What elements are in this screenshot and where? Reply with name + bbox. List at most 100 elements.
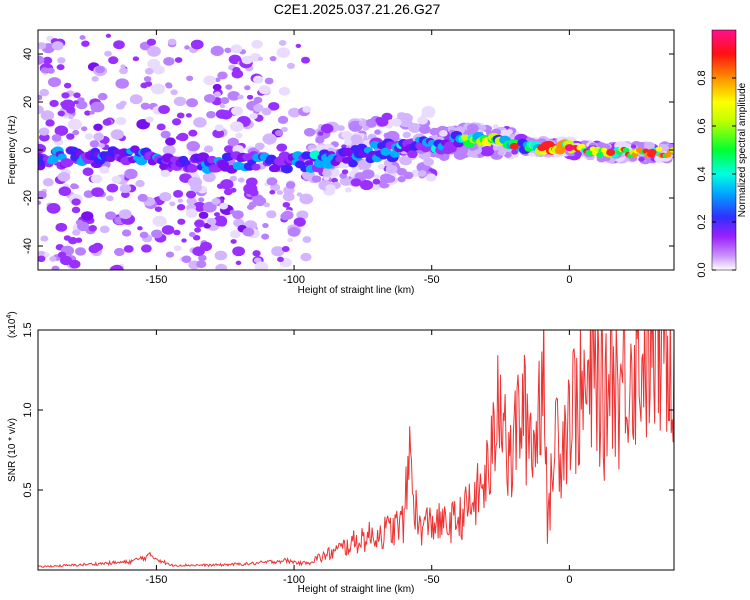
spectral-blob [114, 247, 125, 257]
spectral-blob [38, 255, 46, 263]
spectral-blob [223, 188, 233, 196]
spectral-blob [70, 183, 78, 190]
spectral-blob [88, 224, 98, 232]
spectral-blob [194, 219, 205, 228]
spectral-blob [438, 129, 448, 137]
spectral-blob [303, 127, 316, 137]
spectral-blob [90, 101, 105, 113]
spectral-blob [146, 38, 157, 46]
spectral-blob [124, 168, 138, 180]
spectral-blob [77, 221, 90, 232]
y-tick-label: -20 [22, 190, 34, 206]
spectral-blob [66, 133, 75, 140]
y-tick-label: 40 [22, 48, 34, 60]
spectral-blob [480, 145, 494, 157]
spectral-blob [51, 41, 64, 51]
spectral-blob [167, 38, 177, 46]
x-tick-label: -150 [145, 274, 167, 286]
spectral-blob [105, 33, 112, 38]
spectral-blob [262, 133, 277, 145]
spectral-blob [281, 246, 290, 252]
spectral-blob [174, 57, 183, 63]
spectral-blob [537, 144, 547, 152]
spectral-blob [447, 145, 457, 153]
spectral-blob [89, 140, 100, 148]
spectral-blob [210, 45, 224, 57]
spectral-blob [185, 208, 198, 218]
spectral-blob [60, 101, 68, 107]
spectral-blob [177, 218, 186, 225]
spectral-blob [235, 260, 242, 266]
spectral-blob [51, 134, 62, 142]
spectral-blob [313, 158, 326, 169]
spectral-blob [71, 198, 81, 206]
spectral-blob [401, 156, 412, 166]
spectral-blob [192, 234, 201, 241]
spectral-blob [186, 75, 194, 82]
spectral-blob [280, 164, 293, 174]
spectral-blob [287, 227, 301, 237]
spectral-blob [296, 192, 303, 197]
spectral-blob [241, 55, 253, 65]
spectral-blob [177, 198, 183, 203]
spectral-blob [217, 71, 228, 80]
spectral-blob [73, 100, 79, 105]
spectral-blob [77, 97, 85, 103]
spectral-blob [75, 237, 83, 243]
spectral-blob [227, 90, 241, 101]
spectral-blob [119, 67, 128, 75]
y-tick-label: 1.5 [22, 322, 34, 337]
spectral-blob [455, 146, 468, 156]
y-tick-label: 0 [22, 147, 34, 153]
spectral-blob [77, 249, 85, 256]
spectral-blob [162, 145, 176, 156]
spectrogram-x-label: Height of straight line (km) [298, 285, 415, 296]
spectral-blob [230, 106, 243, 116]
spectral-blob [42, 178, 54, 187]
spectral-blob [276, 47, 291, 58]
snr-scale-factor: (x104) [6, 311, 18, 338]
spectral-blob [204, 94, 216, 103]
spectral-blob [251, 163, 261, 171]
spectral-blob [301, 56, 311, 64]
spectral-blob [399, 113, 413, 124]
spectral-blob [323, 175, 330, 181]
spectral-blob [281, 126, 288, 132]
snr-series-line [38, 330, 674, 568]
spectral-blob [341, 144, 347, 149]
spectral-blob [79, 35, 86, 40]
spectral-blob [214, 124, 224, 132]
spectral-blob [154, 206, 163, 212]
spectral-blob [110, 264, 124, 270]
spectral-blob [202, 201, 217, 213]
spectral-blob [492, 124, 499, 129]
spectral-blob [63, 82, 72, 89]
spectral-blob [173, 96, 187, 107]
spectral-blob [244, 85, 251, 91]
spectral-blob [403, 171, 414, 180]
snr-panel: -150 -100 -50 0 0.5 1.0 1.5 Height of straight… [6, 311, 675, 595]
spectral-blob [269, 55, 277, 62]
spectral-blob [266, 177, 278, 186]
spectral-blob [220, 97, 230, 104]
spectral-blob [229, 121, 244, 132]
spectral-blob [647, 148, 657, 156]
spectral-blob [185, 190, 197, 199]
spectral-blob [165, 83, 173, 89]
spectral-blob [99, 166, 110, 174]
spectral-blob [322, 169, 332, 177]
spectral-blob [262, 223, 269, 229]
spectral-blob [397, 175, 406, 183]
spectral-blob [230, 239, 237, 244]
colorbar: 0.0 0.2 0.4 0.6 0.8 Normalized spectral ampl… [696, 29, 748, 278]
spectral-blob [390, 118, 402, 127]
spectral-blob [69, 259, 81, 269]
spectral-blob [140, 102, 150, 110]
x-tick-label: -150 [145, 574, 167, 586]
spectral-blob [214, 77, 221, 83]
spectral-blob [202, 172, 216, 183]
spectral-blob [121, 191, 130, 198]
spectral-blob [425, 173, 437, 182]
spectral-blob [578, 143, 586, 149]
